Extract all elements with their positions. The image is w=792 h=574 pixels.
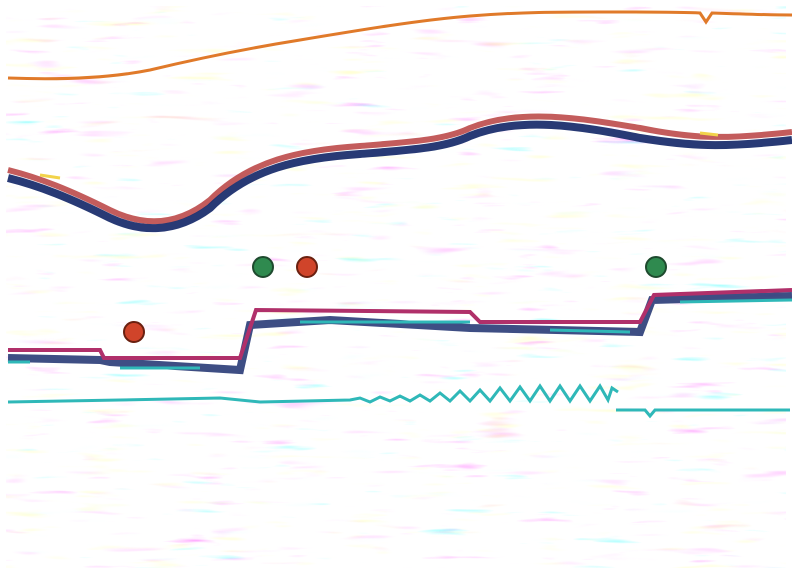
well-marker-green-2[interactable] [645,256,667,278]
horizon-tracked-cyan [8,298,792,370]
well-marker-red-2[interactable] [123,321,145,343]
horizon-lower-cyan [7,383,790,419]
strong-reflector-lower [7,292,792,375]
strong-reflector-upper [7,113,792,233]
amplitude-highlight-1 [39,173,61,180]
amplitude-highlight-2 [699,131,719,137]
well-marker-red-1[interactable] [296,256,318,278]
horizon-interpreted-magenta [8,288,792,360]
well-marker-green-1[interactable] [252,256,274,278]
horizon-top-orange [7,10,792,81]
